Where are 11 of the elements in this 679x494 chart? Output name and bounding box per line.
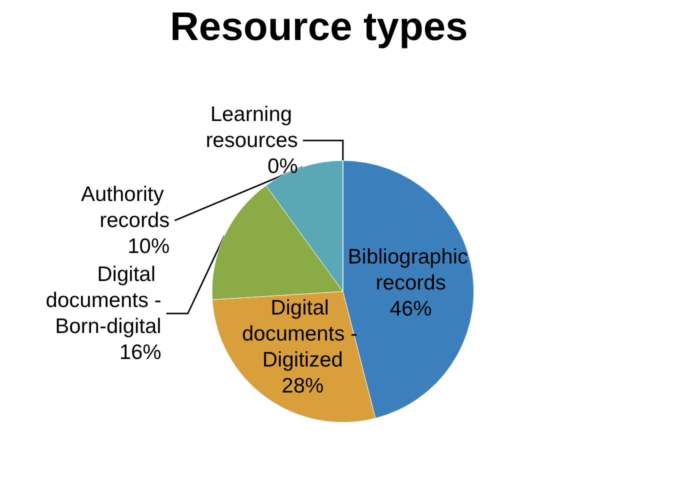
data-label: 16% <box>119 341 162 364</box>
data-label: 46% <box>390 297 432 320</box>
slice-label: Digital documents - Digitized <box>242 296 364 372</box>
text: 0% <box>268 155 298 178</box>
slice-label: Digital documents - Born-digital <box>46 263 162 338</box>
category-label: Learning resources <box>206 103 298 152</box>
data-label: 10% <box>128 235 170 258</box>
slice-label: Bibliographic records <box>348 245 474 294</box>
chart-title: Resource types <box>170 5 468 49</box>
slice-label: Authority records <box>80 183 170 232</box>
data-label: 28% <box>282 374 324 398</box>
